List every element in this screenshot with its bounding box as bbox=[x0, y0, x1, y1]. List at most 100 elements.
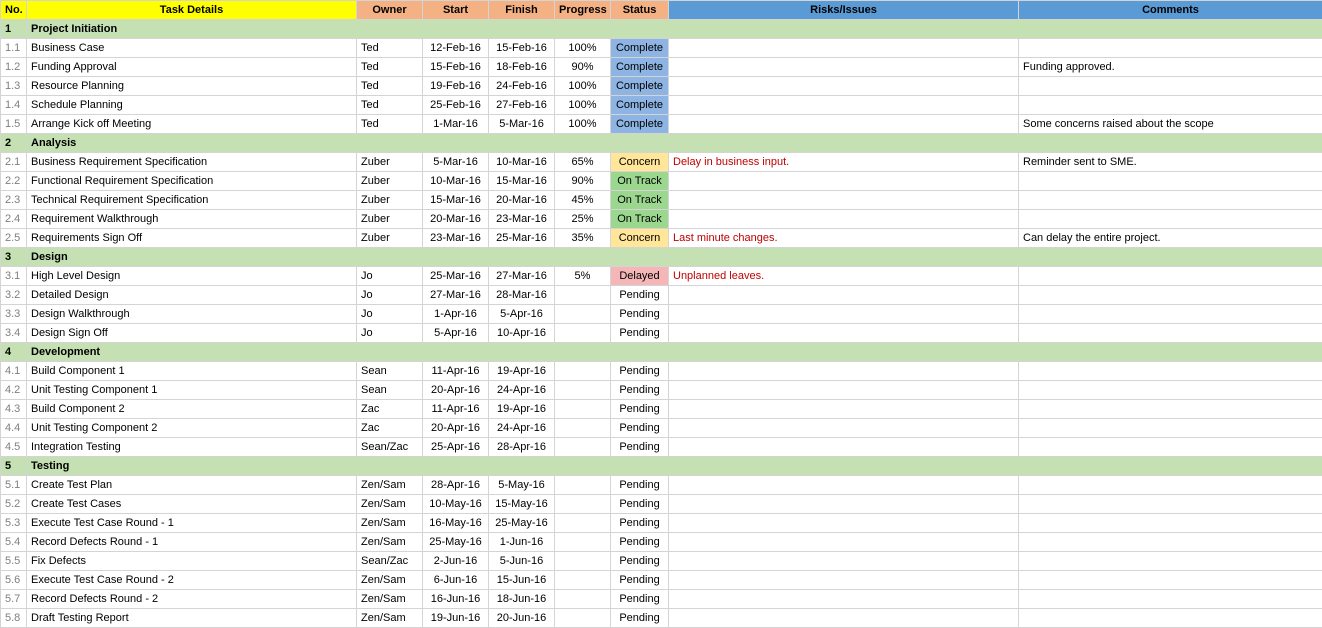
cell-risks[interactable] bbox=[669, 39, 1019, 58]
table-row[interactable]: 3.3Design WalkthroughJo1-Apr-165-Apr-16P… bbox=[1, 305, 1322, 324]
cell-no[interactable]: 1 bbox=[1, 20, 27, 39]
cell-owner[interactable]: Zen/Sam bbox=[357, 533, 423, 552]
cell-comments[interactable] bbox=[1019, 419, 1322, 438]
cell-start[interactable]: 28-Apr-16 bbox=[423, 476, 489, 495]
table-row[interactable]: 1.4Schedule PlanningTed25-Feb-1627-Feb-1… bbox=[1, 96, 1322, 115]
cell-finish[interactable]: 27-Feb-16 bbox=[489, 96, 555, 115]
cell-status[interactable]: On Track bbox=[611, 210, 669, 229]
cell-start[interactable]: 19-Jun-16 bbox=[423, 609, 489, 628]
cell-status[interactable]: Pending bbox=[611, 305, 669, 324]
cell-risks[interactable] bbox=[669, 96, 1019, 115]
header-risks[interactable]: Risks/Issues bbox=[669, 1, 1019, 20]
cell-no[interactable]: 1.3 bbox=[1, 77, 27, 96]
cell-start[interactable]: 25-May-16 bbox=[423, 533, 489, 552]
cell-owner[interactable]: Jo bbox=[357, 267, 423, 286]
cell-no[interactable]: 1.2 bbox=[1, 58, 27, 77]
cell-start[interactable]: 25-Feb-16 bbox=[423, 96, 489, 115]
cell-start[interactable]: 23-Mar-16 bbox=[423, 229, 489, 248]
cell-task[interactable]: Create Test Plan bbox=[27, 476, 357, 495]
cell-task[interactable]: Fix Defects bbox=[27, 552, 357, 571]
cell-no[interactable]: 5.3 bbox=[1, 514, 27, 533]
cell-section-title[interactable]: Development bbox=[27, 343, 1322, 362]
cell-no[interactable]: 1.1 bbox=[1, 39, 27, 58]
cell-status[interactable]: Pending bbox=[611, 419, 669, 438]
cell-start[interactable]: 1-Apr-16 bbox=[423, 305, 489, 324]
cell-owner[interactable]: Ted bbox=[357, 39, 423, 58]
cell-risks[interactable] bbox=[669, 590, 1019, 609]
cell-no[interactable]: 2.3 bbox=[1, 191, 27, 210]
cell-task[interactable]: High Level Design bbox=[27, 267, 357, 286]
cell-owner[interactable]: Sean/Zac bbox=[357, 438, 423, 457]
cell-start[interactable]: 16-Jun-16 bbox=[423, 590, 489, 609]
cell-comments[interactable] bbox=[1019, 267, 1322, 286]
cell-task[interactable]: Arrange Kick off Meeting bbox=[27, 115, 357, 134]
cell-section-title[interactable]: Design bbox=[27, 248, 1322, 267]
cell-no[interactable]: 2.2 bbox=[1, 172, 27, 191]
table-row[interactable]: 3.4Design Sign OffJo5-Apr-1610-Apr-16Pen… bbox=[1, 324, 1322, 343]
cell-risks[interactable] bbox=[669, 172, 1019, 191]
cell-start[interactable]: 20-Apr-16 bbox=[423, 381, 489, 400]
cell-progress[interactable] bbox=[555, 476, 611, 495]
table-row[interactable]: 3.2Detailed DesignJo27-Mar-1628-Mar-16Pe… bbox=[1, 286, 1322, 305]
table-row[interactable]: 1.2Funding ApprovalTed15-Feb-1618-Feb-16… bbox=[1, 58, 1322, 77]
cell-start[interactable]: 16-May-16 bbox=[423, 514, 489, 533]
cell-status[interactable]: Pending bbox=[611, 324, 669, 343]
cell-start[interactable]: 1-Mar-16 bbox=[423, 115, 489, 134]
table-row[interactable]: 4.5Integration TestingSean/Zac25-Apr-162… bbox=[1, 438, 1322, 457]
cell-status[interactable]: On Track bbox=[611, 172, 669, 191]
cell-status[interactable]: Pending bbox=[611, 590, 669, 609]
cell-progress[interactable] bbox=[555, 362, 611, 381]
table-row[interactable]: 4.2Unit Testing Component 1Sean20-Apr-16… bbox=[1, 381, 1322, 400]
cell-owner[interactable]: Zen/Sam bbox=[357, 476, 423, 495]
cell-start[interactable]: 20-Apr-16 bbox=[423, 419, 489, 438]
cell-status[interactable]: Delayed bbox=[611, 267, 669, 286]
table-row[interactable]: 2.3Technical Requirement SpecificationZu… bbox=[1, 191, 1322, 210]
cell-finish[interactable]: 24-Apr-16 bbox=[489, 381, 555, 400]
table-row[interactable]: 5.2Create Test CasesZen/Sam10-May-1615-M… bbox=[1, 495, 1322, 514]
cell-comments[interactable] bbox=[1019, 533, 1322, 552]
cell-progress[interactable] bbox=[555, 514, 611, 533]
cell-start[interactable]: 25-Mar-16 bbox=[423, 267, 489, 286]
table-row[interactable]: 1.5Arrange Kick off MeetingTed1-Mar-165-… bbox=[1, 115, 1322, 134]
cell-status[interactable]: Concern bbox=[611, 229, 669, 248]
cell-task[interactable]: Design Walkthrough bbox=[27, 305, 357, 324]
cell-comments[interactable] bbox=[1019, 514, 1322, 533]
cell-status[interactable]: Complete bbox=[611, 77, 669, 96]
cell-finish[interactable]: 24-Feb-16 bbox=[489, 77, 555, 96]
cell-risks[interactable] bbox=[669, 305, 1019, 324]
cell-comments[interactable]: Some concerns raised about the scope bbox=[1019, 115, 1322, 134]
cell-no[interactable]: 3.4 bbox=[1, 324, 27, 343]
cell-status[interactable]: Concern bbox=[611, 153, 669, 172]
cell-progress[interactable]: 65% bbox=[555, 153, 611, 172]
cell-status[interactable]: On Track bbox=[611, 191, 669, 210]
cell-no[interactable]: 2.5 bbox=[1, 229, 27, 248]
cell-finish[interactable]: 23-Mar-16 bbox=[489, 210, 555, 229]
cell-comments[interactable] bbox=[1019, 362, 1322, 381]
cell-risks[interactable] bbox=[669, 495, 1019, 514]
cell-task[interactable]: Create Test Cases bbox=[27, 495, 357, 514]
cell-progress[interactable]: 25% bbox=[555, 210, 611, 229]
cell-finish[interactable]: 28-Apr-16 bbox=[489, 438, 555, 457]
cell-status[interactable]: Pending bbox=[611, 495, 669, 514]
cell-no[interactable]: 3.2 bbox=[1, 286, 27, 305]
cell-no[interactable]: 3 bbox=[1, 248, 27, 267]
cell-finish[interactable]: 20-Jun-16 bbox=[489, 609, 555, 628]
cell-task[interactable]: Design Sign Off bbox=[27, 324, 357, 343]
cell-comments[interactable] bbox=[1019, 172, 1322, 191]
table-row[interactable]: 2.1Business Requirement SpecificationZub… bbox=[1, 153, 1322, 172]
table-row[interactable]: 2.5Requirements Sign OffZuber23-Mar-1625… bbox=[1, 229, 1322, 248]
cell-no[interactable]: 2 bbox=[1, 134, 27, 153]
cell-start[interactable]: 25-Apr-16 bbox=[423, 438, 489, 457]
table-row[interactable]: 3.1High Level DesignJo25-Mar-1627-Mar-16… bbox=[1, 267, 1322, 286]
cell-owner[interactable]: Sean/Zac bbox=[357, 552, 423, 571]
cell-comments[interactable] bbox=[1019, 495, 1322, 514]
cell-no[interactable]: 1.5 bbox=[1, 115, 27, 134]
cell-task[interactable]: Draft Testing Report bbox=[27, 609, 357, 628]
cell-task[interactable]: Execute Test Case Round - 1 bbox=[27, 514, 357, 533]
header-no[interactable]: No. bbox=[1, 1, 27, 20]
cell-section-title[interactable]: Project Initiation bbox=[27, 20, 1322, 39]
header-task[interactable]: Task Details bbox=[27, 1, 357, 20]
cell-owner[interactable]: Ted bbox=[357, 58, 423, 77]
cell-risks[interactable]: Unplanned leaves. bbox=[669, 267, 1019, 286]
cell-start[interactable]: 15-Feb-16 bbox=[423, 58, 489, 77]
